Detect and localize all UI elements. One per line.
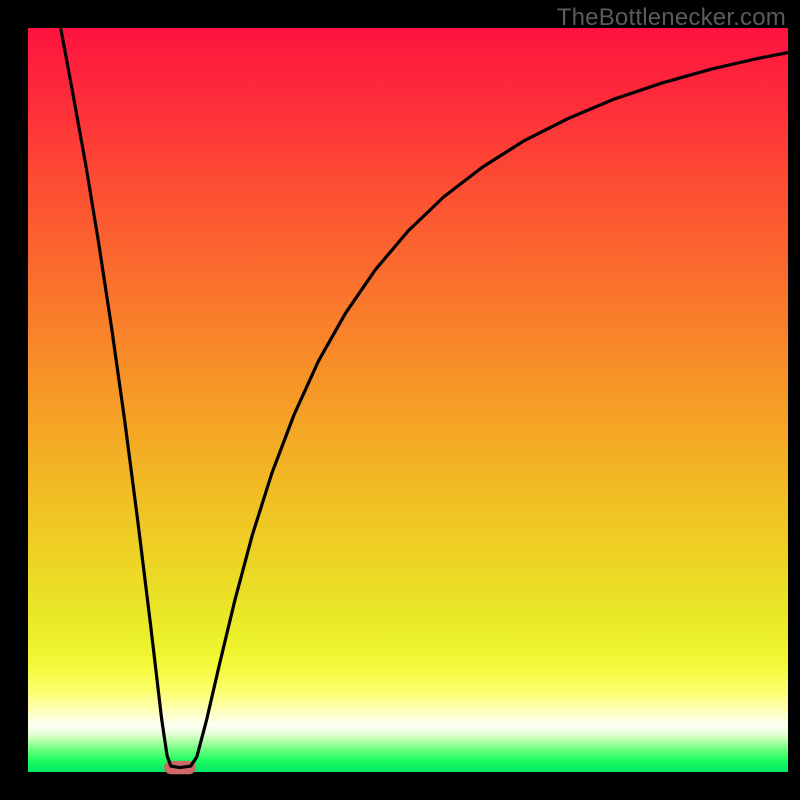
bottleneck-chart bbox=[0, 0, 800, 800]
chart-container: { "watermark": { "text": "TheBottlenecke… bbox=[0, 0, 800, 800]
watermark-text: TheBottlenecker.com bbox=[557, 4, 786, 32]
chart-gradient-background bbox=[28, 28, 788, 772]
